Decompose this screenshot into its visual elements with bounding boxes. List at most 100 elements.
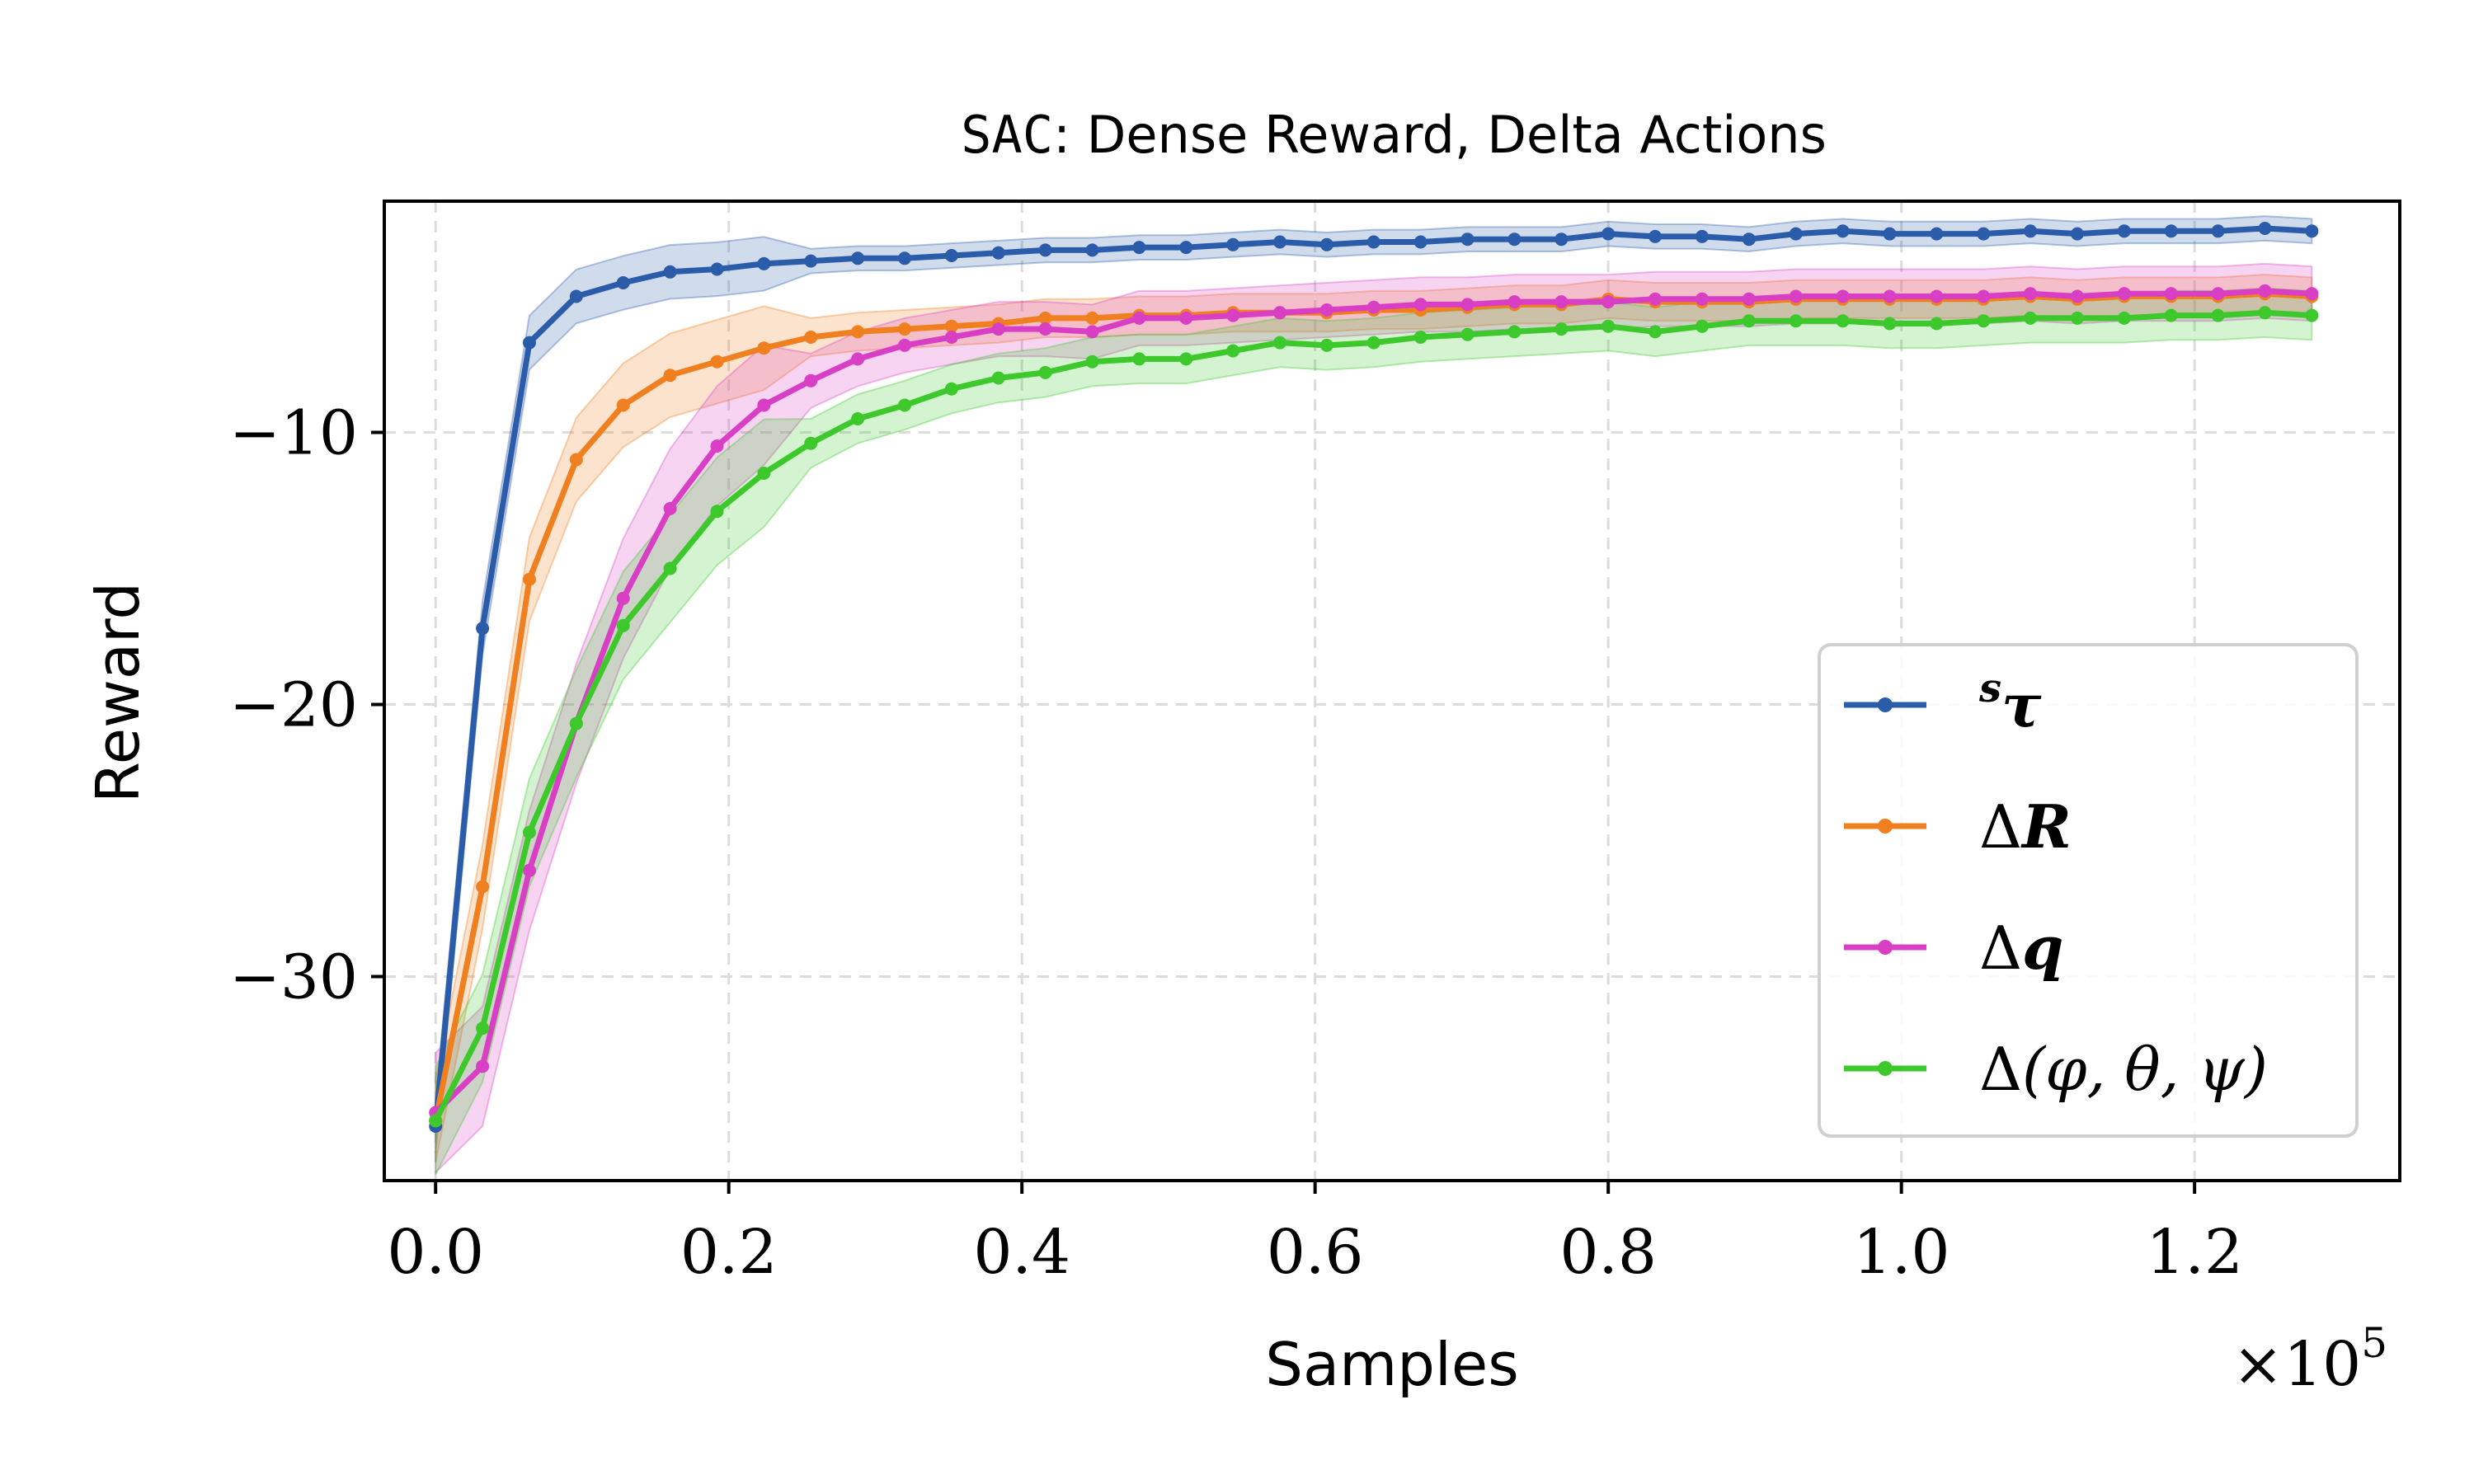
x-multiplier: ×105 xyxy=(2232,1319,2387,1400)
data-point-0 xyxy=(2117,224,2131,238)
data-point-2 xyxy=(944,331,958,344)
data-point-0 xyxy=(1836,224,1850,238)
data-point-3 xyxy=(2117,311,2131,325)
data-point-0 xyxy=(1273,235,1287,249)
band-0 xyxy=(435,215,2313,1153)
data-point-0 xyxy=(991,246,1005,260)
data-point-0 xyxy=(1602,227,1616,241)
plot-frame xyxy=(383,200,2401,1182)
data-point-3 xyxy=(2211,308,2225,322)
data-point-3 xyxy=(944,382,958,396)
data-point-3 xyxy=(1179,352,1193,366)
data-point-3 xyxy=(851,412,865,425)
x-tick-label: 0.0 xyxy=(387,1217,484,1288)
data-point-3 xyxy=(897,398,911,412)
x-tick-label: 1.2 xyxy=(2146,1217,2243,1288)
data-point-2 xyxy=(1507,295,1522,309)
data-point-2 xyxy=(1085,325,1099,339)
y-tick-label: −30 xyxy=(229,942,358,1013)
data-point-3 xyxy=(1226,344,1240,358)
data-point-3 xyxy=(757,467,771,480)
data-point-3 xyxy=(1742,314,1756,328)
chart-title: SAC: Dense Reward, Delta Actions xyxy=(961,105,1827,165)
data-point-0 xyxy=(710,262,724,276)
data-point-2 xyxy=(2024,287,2038,301)
data-point-1 xyxy=(522,572,536,586)
data-point-3 xyxy=(663,561,677,575)
data-point-2 xyxy=(1132,311,1146,325)
data-point-0 xyxy=(476,622,490,636)
data-point-2 xyxy=(2070,289,2084,303)
data-point-3 xyxy=(569,716,583,730)
data-point-2 xyxy=(991,322,1005,336)
x-tick-label: 0.6 xyxy=(1267,1217,1364,1288)
data-point-1 xyxy=(663,369,677,383)
data-point-2 xyxy=(1883,289,1897,303)
data-point-0 xyxy=(1883,227,1897,241)
data-point-0 xyxy=(1366,235,1380,249)
data-point-0 xyxy=(1507,232,1522,247)
x-tick-label: 0.8 xyxy=(1559,1217,1657,1288)
data-point-2 xyxy=(897,338,911,352)
data-point-3 xyxy=(804,436,818,450)
data-point-3 xyxy=(1132,352,1146,366)
chart-title-mono: SAC xyxy=(961,105,1053,165)
data-point-3 xyxy=(1930,317,1944,331)
data-point-0 xyxy=(2211,224,2225,238)
data-point-0 xyxy=(1742,232,1756,247)
data-point-0 xyxy=(1460,232,1475,247)
data-point-2 xyxy=(663,501,677,515)
data-point-0 xyxy=(1930,227,1944,241)
data-point-1 xyxy=(757,341,771,355)
data-point-0 xyxy=(663,265,677,279)
data-point-2 xyxy=(1319,303,1333,317)
x-tick-label: 1.0 xyxy=(1853,1217,1950,1288)
data-point-3 xyxy=(1649,325,1663,339)
data-point-3 xyxy=(1413,331,1427,344)
data-point-3 xyxy=(1460,327,1475,341)
y-tick-label: −20 xyxy=(229,670,358,741)
data-point-2 xyxy=(1742,292,1756,306)
data-point-1 xyxy=(897,322,911,336)
data-point-0 xyxy=(2070,227,2084,241)
data-point-3 xyxy=(2024,311,2038,325)
data-point-0 xyxy=(1977,227,1991,241)
data-point-2 xyxy=(1273,306,1287,320)
data-point-1 xyxy=(476,880,490,894)
legend-swatch-dot xyxy=(1878,819,1893,834)
data-point-2 xyxy=(2305,287,2319,301)
data-point-0 xyxy=(2024,224,2038,238)
data-point-3 xyxy=(1836,314,1850,328)
data-point-0 xyxy=(1038,243,1052,257)
y-ticks: −10 −20 −30 xyxy=(229,398,384,1013)
data-point-1 xyxy=(569,453,583,467)
data-point-0 xyxy=(1085,243,1099,257)
data-point-0 xyxy=(897,251,911,265)
data-point-2 xyxy=(1460,298,1475,312)
x-tick-label: 0.2 xyxy=(680,1217,778,1288)
x-tick-label: 0.4 xyxy=(973,1217,1070,1288)
data-point-1 xyxy=(804,331,818,344)
data-point-2 xyxy=(2258,284,2272,298)
data-point-2 xyxy=(522,863,536,877)
y-tick-label: −10 xyxy=(229,398,358,469)
band-3 xyxy=(435,287,2313,1176)
data-point-3 xyxy=(1602,319,1616,333)
chart-title-rest: : Dense Reward, Delta Actions xyxy=(1053,105,1827,165)
data-point-0 xyxy=(2258,222,2272,235)
data-point-3 xyxy=(616,618,630,632)
data-point-3 xyxy=(2164,308,2178,322)
legend-box xyxy=(1818,643,2359,1138)
data-point-0 xyxy=(1649,229,1663,243)
data-point-1 xyxy=(851,325,865,339)
data-point-0 xyxy=(1695,229,1709,243)
data-point-2 xyxy=(616,591,630,605)
data-point-0 xyxy=(1413,235,1427,249)
data-point-3 xyxy=(1554,322,1569,336)
data-point-0 xyxy=(757,256,771,270)
data-point-1 xyxy=(1085,311,1099,325)
data-point-2 xyxy=(1977,289,1991,303)
data-point-0 xyxy=(1226,237,1240,251)
data-point-3 xyxy=(1038,365,1052,379)
data-point-2 xyxy=(1413,298,1427,312)
